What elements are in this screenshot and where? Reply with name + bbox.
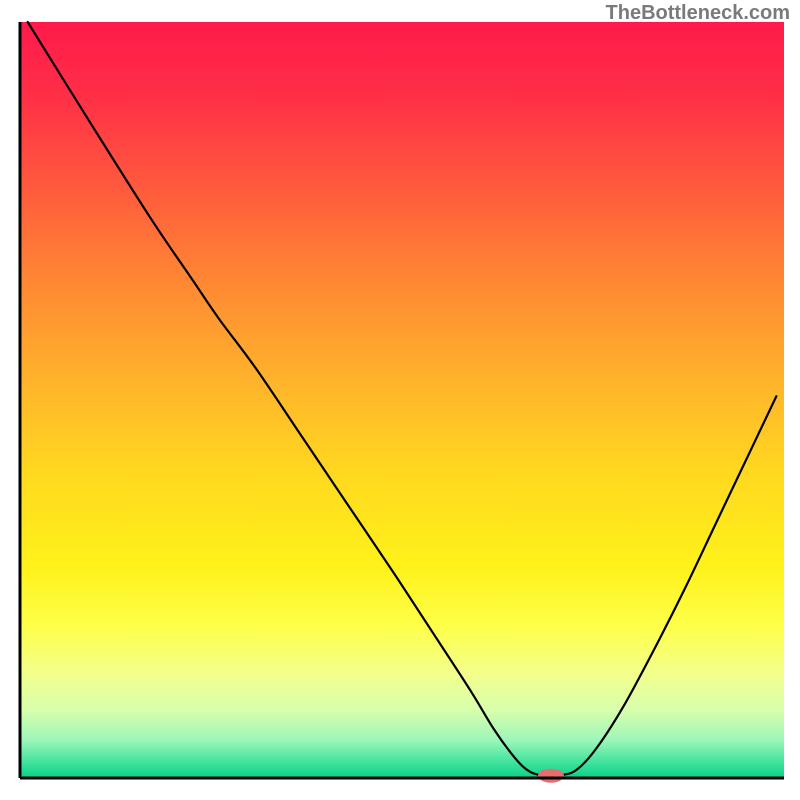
gradient-background (20, 22, 784, 778)
watermark-text: TheBottleneck.com (606, 2, 790, 25)
chart-container: { "watermark": "TheBottleneck.com", "cha… (0, 0, 800, 800)
bottleneck-chart (0, 0, 800, 800)
optimal-marker (538, 769, 564, 783)
